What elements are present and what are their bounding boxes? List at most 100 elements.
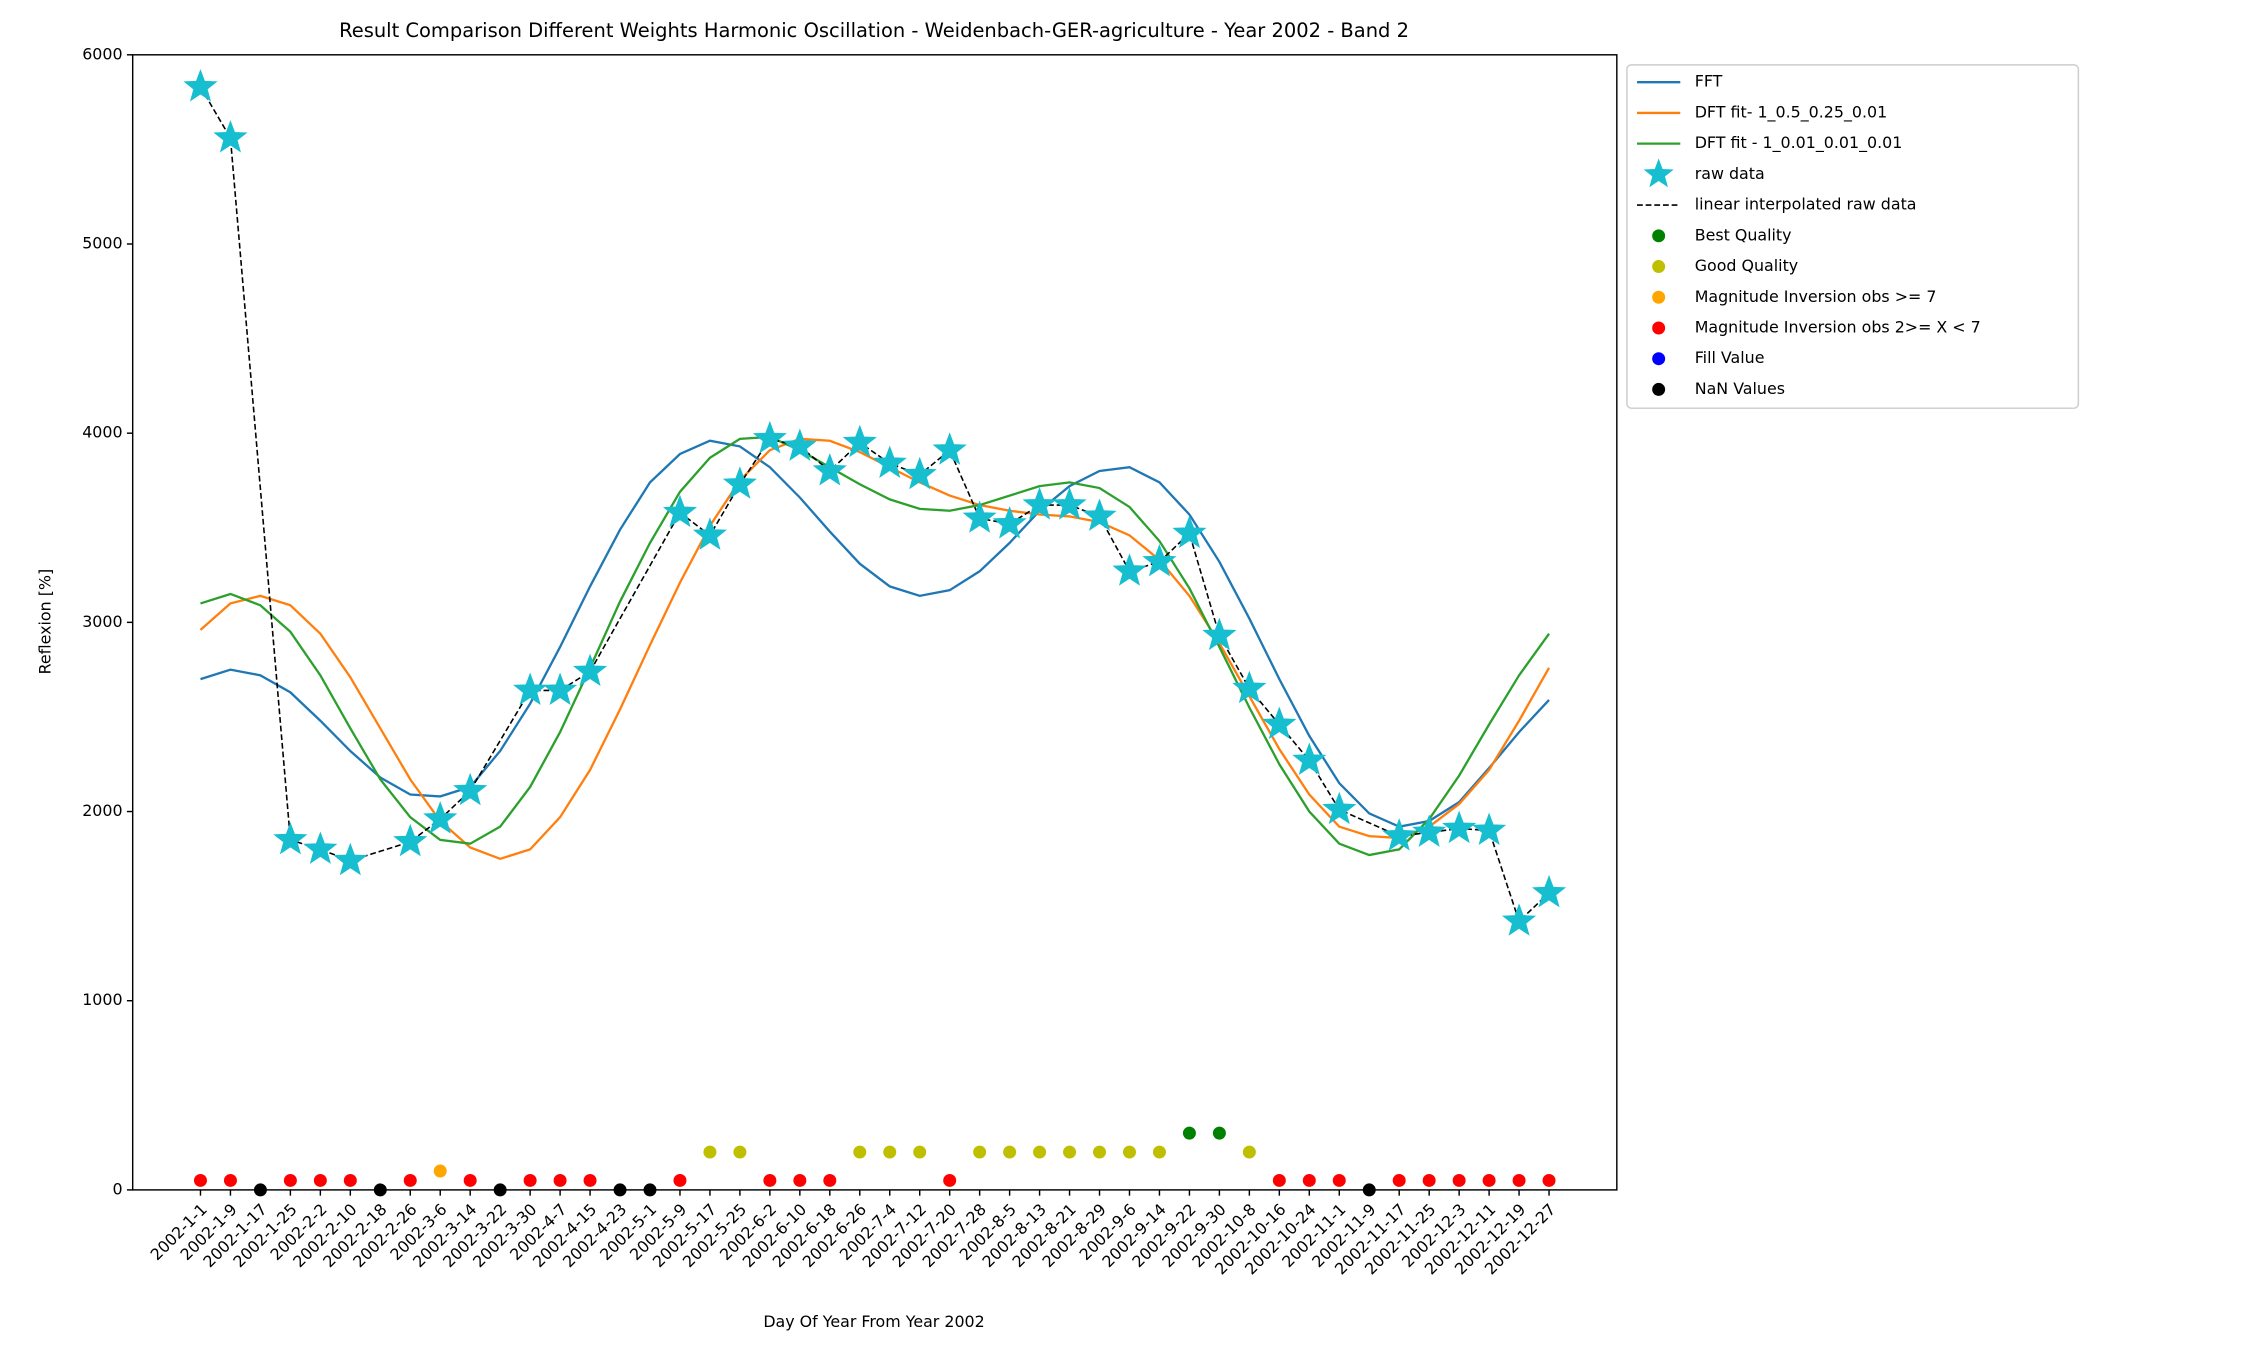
y-tick-label: 1000 <box>82 990 122 1009</box>
y-tick-label: 5000 <box>82 233 122 252</box>
dot-marker <box>1512 1173 1526 1187</box>
dot-marker <box>1152 1145 1166 1159</box>
star-marker <box>453 772 488 806</box>
legend-swatch <box>1652 290 1666 304</box>
star-marker <box>213 120 248 153</box>
dot-marker <box>223 1173 237 1187</box>
dot-marker <box>1362 1183 1376 1197</box>
legend-label: DFT fit- 1_0.5_0.25_0.01 <box>1695 102 1887 122</box>
dot-marker <box>463 1173 477 1187</box>
dot-marker <box>1302 1173 1316 1187</box>
dot-marker <box>823 1173 837 1187</box>
dot-marker <box>523 1173 537 1187</box>
star-marker <box>1472 812 1507 845</box>
dot-marker <box>1452 1173 1466 1187</box>
star-marker <box>1232 670 1267 704</box>
star-marker <box>872 445 907 478</box>
x-axis-label: Day Of Year From Year 2002 <box>763 1312 984 1331</box>
line <box>199 437 1551 861</box>
dot-marker <box>193 1173 207 1187</box>
dot-marker <box>973 1145 987 1159</box>
star-marker <box>812 453 847 486</box>
star-marker <box>1322 791 1357 825</box>
dot-marker <box>883 1145 897 1159</box>
dot-marker <box>913 1145 927 1159</box>
dot-marker <box>1542 1173 1556 1187</box>
dot-marker <box>1332 1173 1346 1187</box>
star-marker <box>543 672 578 705</box>
star-marker <box>1112 553 1147 586</box>
star-marker <box>333 842 368 876</box>
star-marker <box>303 831 338 864</box>
star-marker <box>722 466 757 499</box>
dot-marker <box>433 1164 447 1178</box>
y-axis-label: Reflexion [%] <box>36 569 55 675</box>
dot-marker <box>283 1173 297 1187</box>
dot-marker <box>1422 1173 1436 1187</box>
dot-marker <box>703 1145 717 1159</box>
dot-marker <box>1212 1126 1226 1140</box>
star-marker <box>1052 487 1087 520</box>
star-marker <box>1292 742 1327 775</box>
star-marker <box>273 821 308 855</box>
y-tick-label: 6000 <box>82 44 122 63</box>
star-marker <box>1202 617 1237 651</box>
dot-marker <box>373 1183 387 1197</box>
dot-marker <box>1033 1145 1047 1159</box>
star-marker <box>1172 515 1207 548</box>
legend-box <box>1626 64 2080 409</box>
line <box>200 435 1550 857</box>
star-marker <box>902 456 937 490</box>
dot-marker <box>613 1183 627 1197</box>
dot-marker <box>253 1183 267 1197</box>
legend-label: FFT <box>1695 72 1723 91</box>
plot-area <box>131 54 1618 1191</box>
star-marker <box>962 500 997 533</box>
legend-label: raw data <box>1695 164 1765 183</box>
dot-marker <box>1242 1145 1256 1159</box>
line <box>200 439 1550 828</box>
dot-marker <box>403 1173 417 1187</box>
star-marker <box>1022 487 1057 520</box>
legend-label: Best Quality <box>1695 225 1792 244</box>
legend-label: Good Quality <box>1695 256 1798 275</box>
star-marker <box>662 494 698 528</box>
star-marker <box>513 672 548 705</box>
dot-marker <box>673 1173 687 1187</box>
dot-marker <box>1392 1173 1406 1187</box>
chart-title: Result Comparison Different Weights Harm… <box>339 19 1409 42</box>
dot-marker <box>1003 1145 1017 1159</box>
star-marker <box>782 428 817 461</box>
y-tick-label: 4000 <box>82 423 122 442</box>
legend-swatch <box>1652 321 1666 335</box>
legend-swatch <box>1652 260 1666 274</box>
star-marker <box>1262 706 1297 740</box>
dot-marker <box>313 1173 327 1187</box>
star-marker <box>1142 543 1177 577</box>
dot-marker <box>493 1183 507 1197</box>
star-marker <box>393 823 428 857</box>
dot-marker <box>1182 1126 1196 1140</box>
dot-marker <box>343 1173 357 1187</box>
dashed-line <box>199 86 1550 923</box>
dot-marker <box>553 1173 567 1187</box>
star-marker <box>692 517 727 550</box>
y-tick-label: 3000 <box>82 612 122 631</box>
star-marker <box>1412 814 1447 847</box>
star-marker <box>1442 810 1477 844</box>
dot-marker <box>763 1173 777 1187</box>
legend-swatch <box>1643 158 1674 188</box>
star-marker <box>1531 874 1567 908</box>
dot-marker <box>1063 1145 1077 1159</box>
dot-marker <box>1482 1173 1496 1187</box>
legend-label: Fill Value <box>1695 348 1765 367</box>
dot-marker <box>1272 1173 1286 1187</box>
star-marker <box>1082 498 1117 531</box>
dot-marker <box>583 1173 597 1187</box>
star-marker <box>1382 818 1417 851</box>
star-marker <box>932 432 967 465</box>
legend-label: linear interpolated raw data <box>1695 195 1917 214</box>
legend-swatch <box>1652 352 1666 366</box>
